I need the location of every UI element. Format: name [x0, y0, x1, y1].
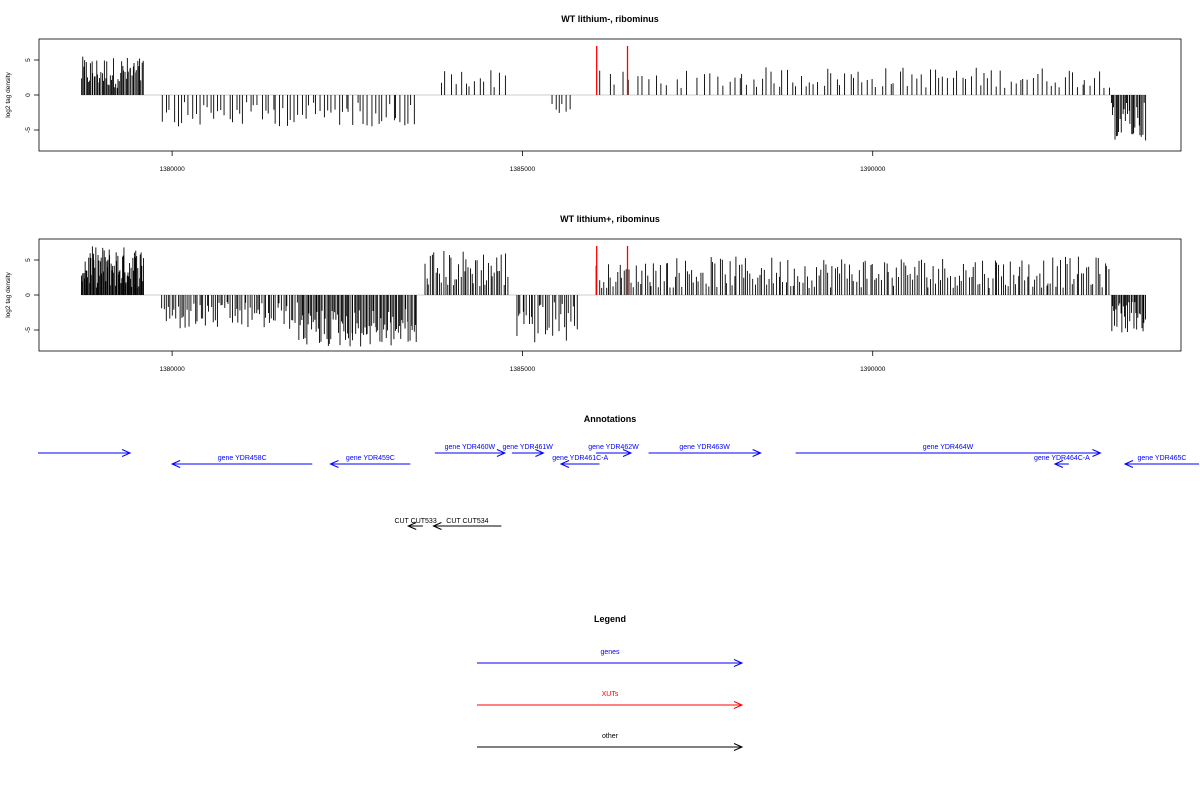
legend-item: XUTs	[477, 691, 744, 709]
legend-label: XUTs	[602, 691, 619, 698]
gene-arrow	[38, 449, 132, 457]
annotations-panel: Annotations gene YDR458C gene YDR459Cgene…	[38, 414, 1199, 530]
gene-label: gene YDR462W	[588, 444, 639, 451]
x-tick-label: 1385000	[510, 166, 536, 173]
gene-arrow: gene YDR464W	[795, 444, 1102, 457]
feature-label: CUT CUT533	[394, 518, 436, 525]
gene-label: gene YDR464W	[923, 444, 974, 451]
x-tick-label: 1390000	[860, 166, 886, 173]
x-tick-label: 1385000	[510, 366, 536, 373]
y-axis-label: log2 tag density	[5, 271, 12, 317]
axes: 1380000 1385000 1390000 5 0 -5	[25, 58, 886, 173]
other-feature-arrow: CUT CUT533	[394, 518, 437, 530]
track-title: WT lithium-, ribominus	[561, 14, 659, 24]
y-tick-label: 5	[25, 258, 32, 262]
y-tick-label: -5	[25, 127, 32, 133]
legend-label: other	[602, 733, 619, 740]
annotations-title: Annotations	[584, 414, 637, 424]
legend: Legend genes XUTs other	[477, 614, 744, 751]
gene-label: gene YDR460W	[445, 444, 496, 451]
signal-bars	[81, 46, 1147, 141]
gene-features: gene YDR458C gene YDR459C gene YDR460W gene…	[38, 444, 1199, 468]
legend-item: genes	[477, 649, 744, 667]
axes: 1380000 1385000 1390000 5 0 -5	[25, 258, 886, 373]
gene-arrow: gene YDR465C	[1123, 455, 1199, 468]
x-tick-label: 1380000	[159, 366, 185, 373]
gene-arrow: gene YDR461W	[502, 444, 553, 457]
gene-label: gene YDR463W	[679, 444, 730, 451]
gene-label: gene YDR461W	[502, 444, 553, 451]
gene-label: gene YDR465C	[1138, 455, 1187, 462]
gene-arrow: gene YDR460W	[434, 444, 507, 457]
gene-label: gene YDR461C-A	[552, 455, 608, 462]
track-panel-lithium-minus: WT lithium-, ribominus log2 tag density …	[5, 14, 1182, 173]
track-title: WT lithium+, ribominus	[560, 214, 660, 224]
y-tick-label: -5	[25, 327, 32, 333]
gene-arrow: gene YDR459C	[329, 455, 411, 468]
other-feature-arrow: CUT CUT534	[432, 518, 502, 530]
legend-item: other	[477, 733, 744, 751]
signal-bars	[81, 246, 1146, 347]
y-axis-label: log2 tag density	[5, 71, 12, 117]
y-tick-label: 0	[25, 293, 32, 297]
legend-title: Legend	[594, 614, 626, 624]
gene-arrow: gene YDR461C-A	[552, 455, 609, 468]
track-panel-lithium-plus: WT lithium+, ribominus log2 tag density …	[5, 214, 1182, 373]
gene-label: gene YDR464C-A	[1034, 455, 1090, 462]
x-tick-label: 1380000	[159, 166, 185, 173]
gene-arrow: gene YDR462W	[588, 444, 639, 457]
gene-label: gene YDR458C	[218, 455, 267, 462]
gene-label: gene YDR459C	[346, 455, 395, 462]
gene-arrow: gene YDR464C-A	[1034, 455, 1090, 468]
y-tick-label: 0	[25, 93, 32, 97]
feature-label: CUT CUT534	[446, 518, 488, 525]
gene-arrow: gene YDR463W	[648, 444, 762, 457]
gene-arrow: gene YDR458C	[170, 455, 313, 468]
x-tick-label: 1390000	[860, 366, 886, 373]
other-features: CUT CUT533 CUT CUT534	[394, 518, 502, 530]
legend-label: genes	[600, 649, 620, 656]
y-tick-label: 5	[25, 58, 32, 62]
